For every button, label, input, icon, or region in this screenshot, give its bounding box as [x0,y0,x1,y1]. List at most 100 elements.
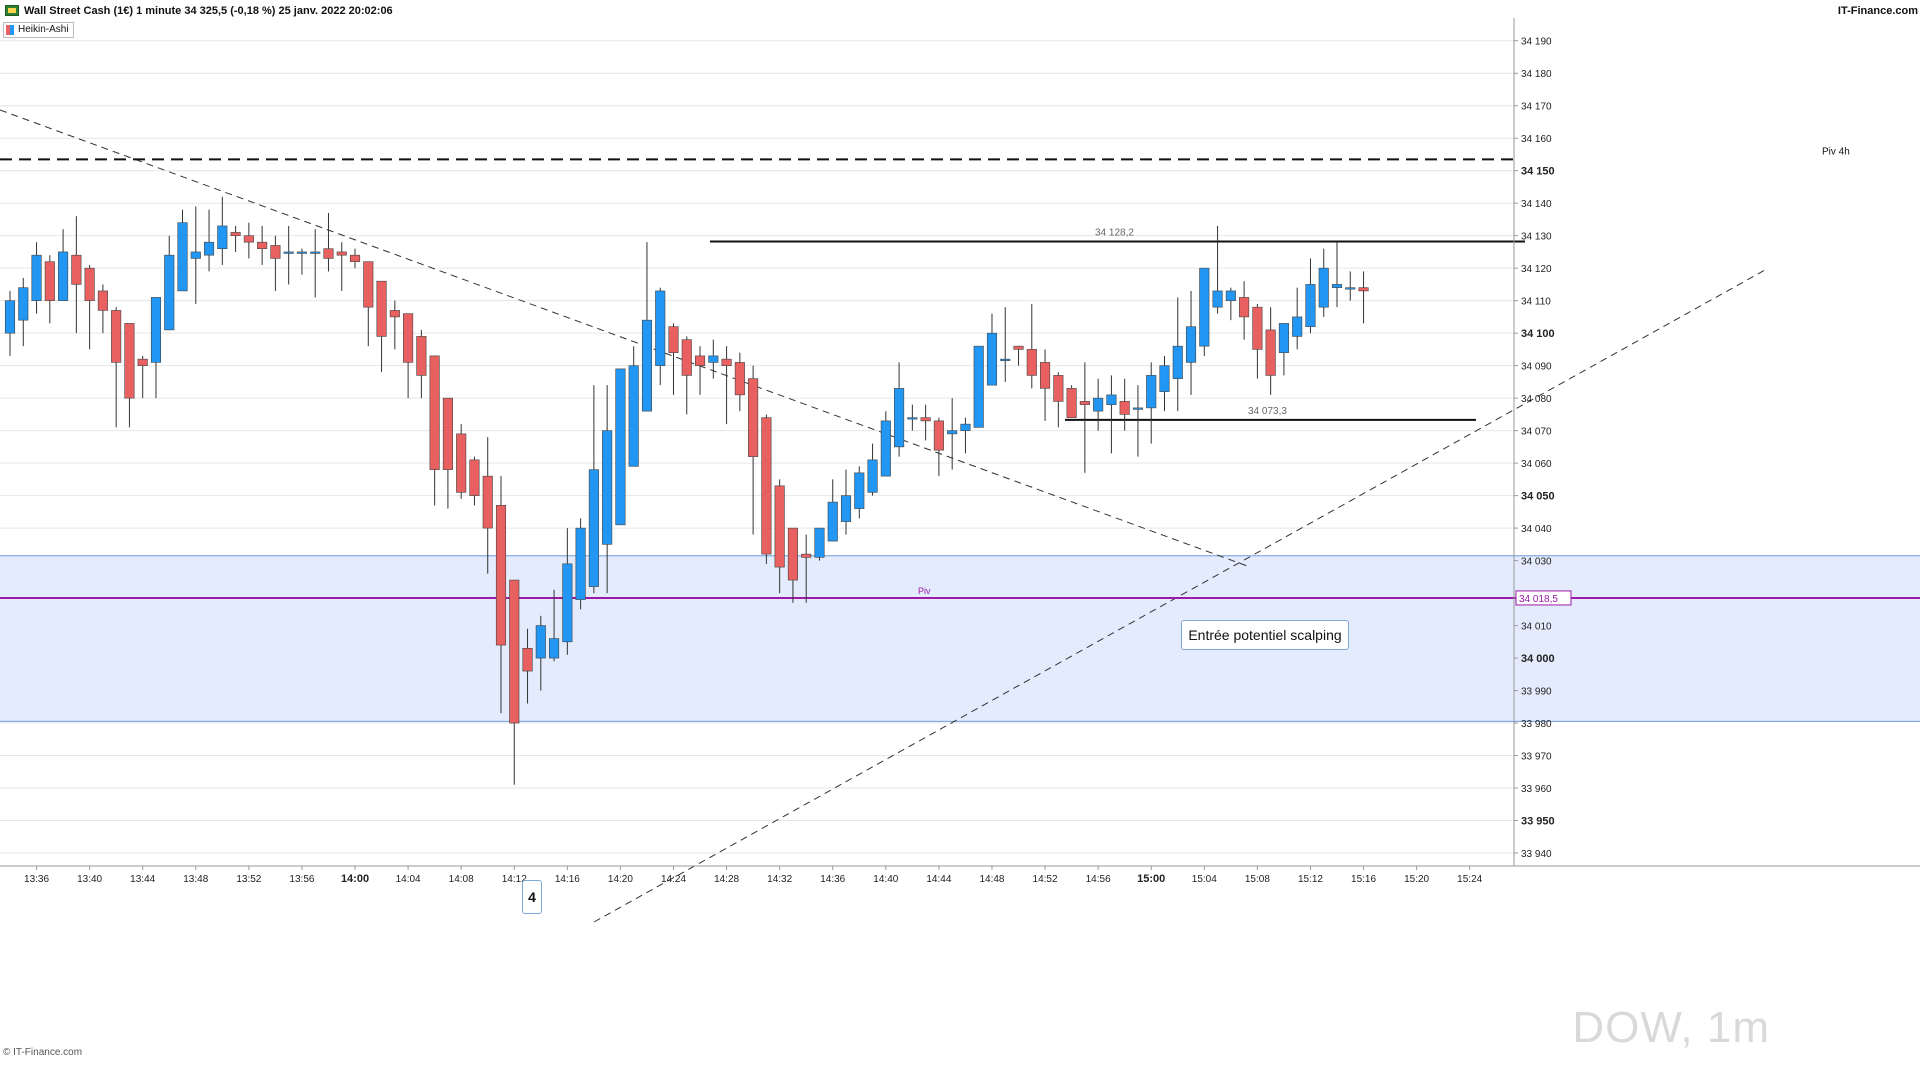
candle-up [1345,287,1356,290]
candle-up [840,495,852,522]
x-tick-label: 15:08 [1245,874,1270,885]
x-tick-label: 15:12 [1298,874,1323,885]
candle-up [894,388,905,448]
x-tick-label: 15:20 [1404,874,1429,885]
candle-down [71,254,82,285]
x-tick-label: 13:44 [130,874,155,885]
candle-up [190,251,201,259]
pivot-small-label: Piv [918,586,931,596]
piv4h-label: Piv 4h [1822,146,1850,157]
candle-up [1000,358,1011,361]
candle-up [1278,323,1289,353]
footer-brand: © IT-Finance.com [3,1047,83,1058]
chart-header: Wall Street Cash (1€) 1 minute 34 325,5 … [0,0,1920,22]
candle-up [615,368,626,526]
wave-count-label[interactable]: 4 [522,880,542,914]
candle-down [482,475,493,529]
candle-down [721,358,732,366]
candle-up [827,501,838,542]
candle-down [403,313,414,363]
y-tick-label: 33 960 [1521,784,1552,795]
candle-down [97,290,108,311]
x-tick-label: 14:40 [873,874,898,885]
app-logo-icon [5,5,19,16]
candle-down [349,254,361,262]
x-tick-label: 13:36 [24,874,49,885]
candle-up [177,222,188,292]
candle-up [854,472,865,509]
candle-down [681,339,692,376]
x-tick-label: 14:12 [502,874,527,885]
x-tick-label: 14:28 [714,874,739,885]
candle-up [1318,267,1329,308]
candle-down [509,579,520,724]
candle-down [243,235,254,243]
current-price-tag [1515,590,1572,606]
y-tick-label: 34 010 [1521,622,1552,633]
candle-down [748,378,759,457]
downtrend-line [0,109,1251,568]
y-tick-label: 34 110 [1521,297,1551,308]
candle-down [774,485,785,568]
candle-up [867,459,878,493]
x-tick-label: 14:52 [1033,874,1058,885]
y-tick-label: 34 060 [1521,459,1552,470]
candle-up [18,287,29,321]
chart-title: Wall Street Cash (1€) 1 minute 34 325,5 … [24,5,393,17]
y-tick-label: 34 160 [1521,134,1552,145]
y-tick-label: 33 970 [1521,752,1552,763]
x-tick-label: 14:44 [926,874,951,885]
resistance-label: 34 128,2 [1095,228,1134,239]
uptrend-line [593,269,1766,923]
demand-zone [0,555,1920,722]
y-tick-label: 34 130 [1521,232,1552,243]
candle-up [204,241,215,256]
brand-link[interactable]: IT-Finance.com [1837,5,1918,17]
chart-watermark: DOW, 1m [1572,1003,1770,1052]
y-tick-label: 34 120 [1521,264,1552,275]
candle-up [1106,394,1117,405]
x-tick-label: 13:56 [289,874,314,885]
candle-up [58,251,69,301]
candle-down [920,417,931,422]
y-tick-label: 33 990 [1521,687,1552,698]
candle-down [1239,297,1250,318]
x-tick-label: 14:00 [341,873,369,885]
y-tick-label: 34 100 [1521,328,1555,340]
candle-down [1053,375,1064,402]
candle-down [1358,287,1369,292]
legend-label: Heikin-Ashi [18,24,69,35]
candle-down [363,261,374,308]
candle-down [694,355,706,366]
candle-up [1199,267,1210,347]
x-tick-label: 15:04 [1192,874,1217,885]
y-tick-label: 34 070 [1521,427,1552,438]
y-tick-label: 34 030 [1521,557,1552,568]
candle-up [588,469,599,587]
candle-up [1305,284,1316,327]
candle-down [787,527,798,581]
x-tick-label: 14:20 [608,874,633,885]
current-price-label: 34 018,5 [1519,594,1558,605]
candle-down [469,459,480,496]
candle-up [1331,284,1343,288]
candle-down [1079,401,1090,405]
x-tick-label: 14:04 [396,874,421,885]
candle-down [389,310,400,318]
candle-up [947,430,958,435]
x-tick-label: 13:48 [183,874,208,885]
chart-type-legend[interactable]: Heikin-Ashi [3,22,74,38]
candle-down [124,323,135,399]
candle-down [137,358,148,366]
x-tick-label: 14:24 [661,874,686,885]
candle-up [880,420,891,477]
candle-down [323,248,334,259]
annotation-note[interactable]: Entrée potentiel scalping [1181,620,1349,650]
candle-up [310,251,321,254]
candle-up [150,297,162,363]
x-tick-label: 14:56 [1086,874,1111,885]
y-tick-label: 33 950 [1521,816,1555,828]
candle-up [1093,397,1104,412]
candle-down [734,362,745,396]
